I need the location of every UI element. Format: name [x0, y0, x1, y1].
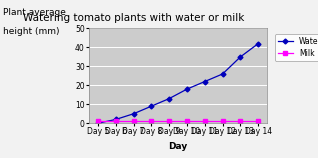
Text: Plant average: Plant average: [3, 8, 66, 17]
Milk: [132, 120, 135, 122]
Milk: [221, 120, 225, 122]
Water: [221, 73, 225, 75]
Text: height (mm): height (mm): [3, 27, 60, 36]
Water: [256, 43, 260, 45]
Milk: [167, 120, 171, 122]
Water: [185, 88, 189, 90]
Water: [114, 118, 118, 120]
Water: [132, 113, 135, 115]
Text: Watering tomato plants with water or milk: Watering tomato plants with water or mil…: [23, 13, 244, 23]
Water: [149, 105, 153, 107]
Milk: [149, 120, 153, 122]
Milk: [203, 120, 207, 122]
Water: [96, 122, 100, 124]
Milk: [256, 120, 260, 122]
Water: [238, 56, 242, 58]
Water: [167, 98, 171, 100]
Milk: [238, 120, 242, 122]
Water: [203, 81, 207, 82]
Line: Water: Water: [96, 42, 260, 125]
Milk: [96, 120, 100, 122]
Legend: Water, Milk: Water, Milk: [274, 34, 318, 61]
X-axis label: Day: Day: [169, 142, 188, 151]
Milk: [114, 120, 118, 122]
Milk: [185, 120, 189, 122]
Line: Milk: Milk: [96, 120, 260, 123]
